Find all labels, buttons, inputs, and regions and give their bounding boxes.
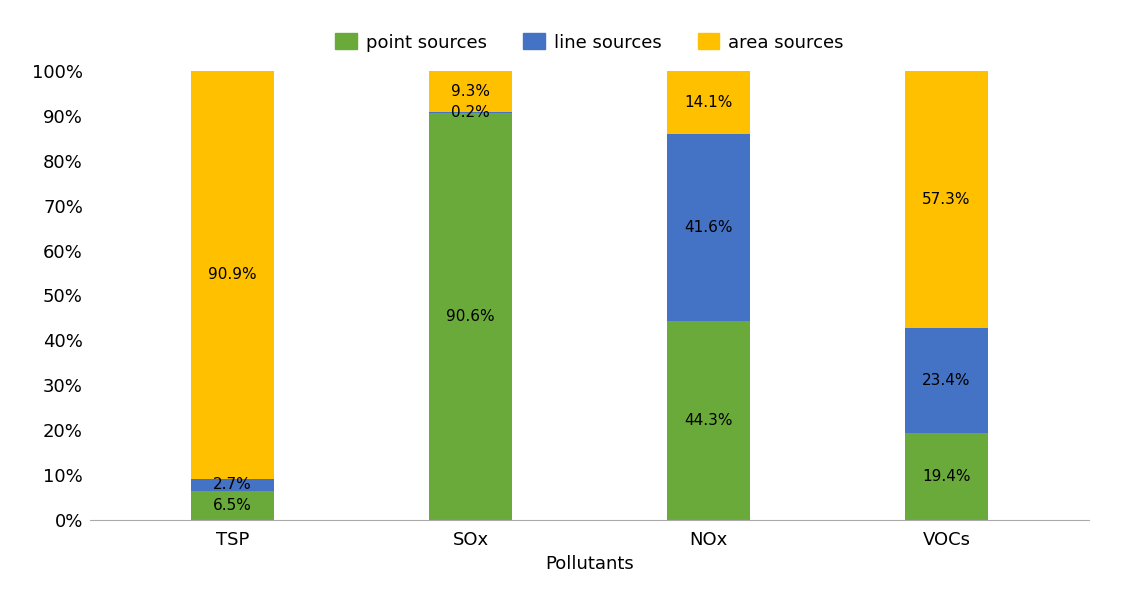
Text: 0.2%: 0.2% — [451, 105, 490, 120]
Text: 14.1%: 14.1% — [684, 95, 732, 110]
X-axis label: Pollutants: Pollutants — [545, 555, 634, 573]
Bar — [667, 134, 750, 321]
Bar — [191, 70, 274, 479]
Legend: point sources, line sources, area sources: point sources, line sources, area source… — [328, 26, 851, 59]
Bar — [429, 112, 512, 113]
Bar — [191, 491, 274, 520]
Bar — [905, 328, 988, 433]
Text: 23.4%: 23.4% — [922, 373, 970, 388]
Bar — [429, 113, 512, 520]
Text: 44.3%: 44.3% — [684, 413, 733, 428]
Text: 2.7%: 2.7% — [213, 478, 252, 492]
Bar — [667, 71, 750, 134]
Bar — [429, 70, 512, 112]
Bar — [191, 479, 274, 491]
Text: 90.6%: 90.6% — [446, 309, 495, 324]
Bar — [905, 70, 988, 328]
Text: 19.4%: 19.4% — [922, 469, 970, 484]
Text: 6.5%: 6.5% — [213, 498, 252, 513]
Text: 90.9%: 90.9% — [208, 267, 257, 282]
Text: 57.3%: 57.3% — [922, 191, 970, 207]
Text: 9.3%: 9.3% — [451, 84, 490, 99]
Bar — [667, 321, 750, 520]
Text: 41.6%: 41.6% — [684, 220, 733, 235]
Bar — [905, 433, 988, 520]
